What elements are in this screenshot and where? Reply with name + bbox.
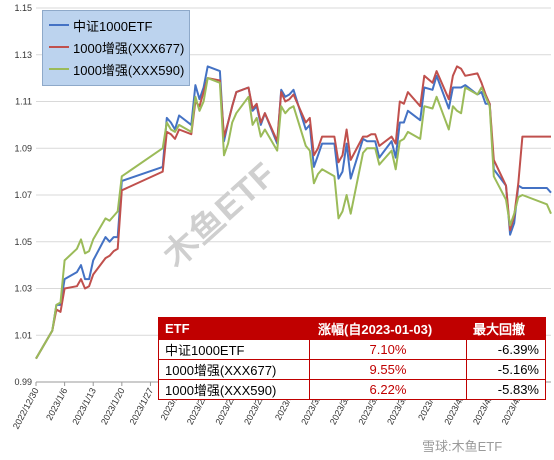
y-tick-label: 1.01: [14, 330, 32, 340]
source-credit: 雪球:木鱼ETF: [422, 439, 503, 454]
series-line: [35, 77, 552, 360]
legend-item: 1000增强(XXX590): [49, 58, 185, 80]
legend-label: 中证1000ETF: [73, 18, 153, 34]
y-axis-ticks: 0.99 1.01 1.03 1.05 1.07 1.09 1.11 1.13 1.15: [14, 3, 32, 387]
y-tick-label: 1.03: [14, 284, 32, 294]
legend-swatch: [49, 24, 69, 26]
table-header-etf: ETF: [157, 317, 311, 340]
cell-drawdown: -5.16%: [465, 359, 547, 380]
x-tick-label: 2023/1/6: [44, 386, 69, 422]
table-header-drawdown: 最大回撤: [465, 317, 547, 340]
cell-name: 1000增强(XXX677): [157, 359, 311, 380]
legend-swatch: [49, 46, 69, 48]
legend-item: 1000增强(XXX677): [49, 36, 185, 58]
table-row: 1000增强(XXX590) 6.22% -5.83%: [157, 379, 547, 400]
y-tick-label: 1.07: [14, 190, 32, 200]
series-lines: [35, 65, 552, 360]
y-tick-label: 0.99: [14, 377, 32, 387]
table-header-row: ETF 涨幅(自2023-01-03) 最大回撤: [157, 317, 547, 340]
cell-name: 中证1000ETF: [157, 339, 311, 360]
legend: 中证1000ETF 1000增强(XXX677) 1000增强(XXX590): [42, 10, 190, 86]
series-line: [35, 65, 551, 360]
legend-label: 1000增强(XXX590): [73, 62, 185, 78]
cell-return: 6.22%: [309, 379, 467, 400]
y-tick-label: 1.13: [14, 50, 32, 60]
legend-item: 中证1000ETF: [49, 14, 183, 36]
x-tick-label: 2023/1/20: [99, 386, 127, 426]
y-tick-label: 1.11: [15, 97, 32, 107]
y-tick-label: 1.15: [14, 3, 32, 13]
x-tick-label: 2023/1/27: [128, 386, 156, 426]
x-tick-label: 2022/12/30: [11, 386, 41, 430]
cell-return: 9.55%: [309, 359, 467, 380]
table-header-return: 涨幅(自2023-01-03): [309, 317, 467, 340]
y-tick-label: 1.09: [14, 143, 32, 153]
x-tick-label: 2023/1/13: [70, 386, 98, 426]
cell-drawdown: -6.39%: [465, 339, 547, 360]
legend-swatch: [49, 68, 69, 70]
cell-return: 7.10%: [309, 339, 467, 360]
table-row: 中证1000ETF 7.10% -6.39%: [157, 339, 547, 360]
cell-name: 1000增强(XXX590): [157, 379, 311, 400]
performance-table: ETF 涨幅(自2023-01-03) 最大回撤 中证1000ETF 7.10%…: [157, 317, 547, 400]
y-tick-label: 1.05: [14, 237, 32, 247]
legend-label: 1000增强(XXX677): [73, 40, 185, 56]
cell-drawdown: -5.83%: [465, 379, 547, 400]
table-row: 1000增强(XXX677) 9.55% -5.16%: [157, 359, 547, 380]
